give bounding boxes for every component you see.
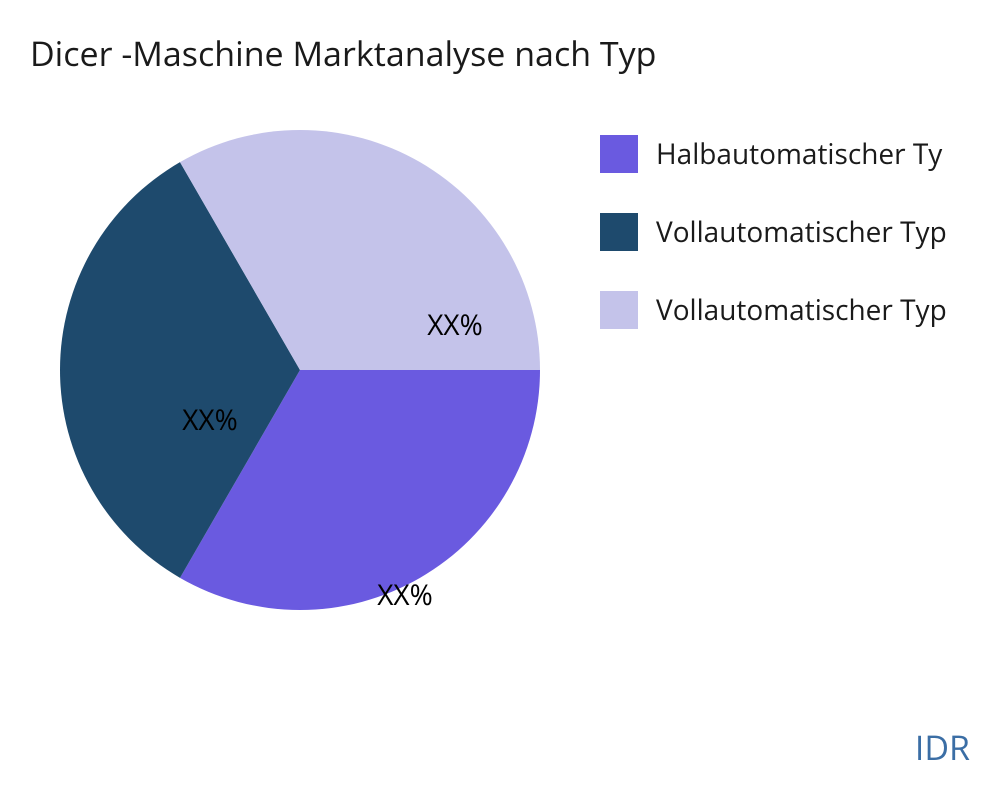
legend-item-1: Vollautomatischer Typ [600, 213, 947, 251]
chart-title: Dicer -Maschine Marktanalyse nach Typ [30, 30, 656, 76]
legend-swatch-1 [600, 213, 638, 251]
legend-item-2: Vollautomatischer Typ [600, 291, 947, 329]
footer-brand: IDR [915, 724, 970, 770]
legend-label-2: Vollautomatischer Typ [656, 291, 947, 329]
legend-swatch-0 [600, 135, 638, 173]
legend-label-1: Vollautomatischer Typ [656, 213, 947, 251]
legend-swatch-2 [600, 291, 638, 329]
legend-label-0: Halbautomatischer Ty [656, 135, 942, 173]
chart-legend: Halbautomatischer Ty Vollautomatischer Ty… [600, 135, 947, 329]
legend-item-0: Halbautomatischer Ty [600, 135, 947, 173]
pie-chart [60, 130, 540, 610]
